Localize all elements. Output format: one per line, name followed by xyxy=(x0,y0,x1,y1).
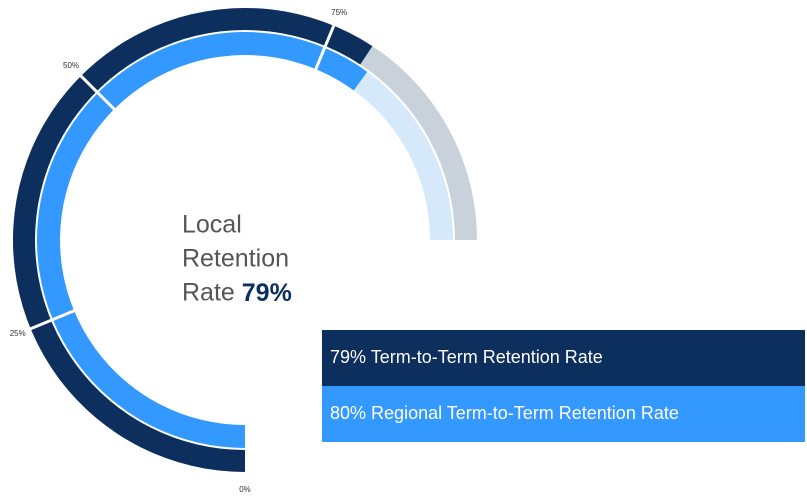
legend-name: Term-to-Term Retention Rate xyxy=(371,347,603,367)
legend-value: 79% xyxy=(330,347,366,367)
legend-value: 80% xyxy=(330,403,366,423)
legend-label: 79% Term-to-Term Retention Rate xyxy=(330,347,603,367)
legend-box xyxy=(322,330,805,386)
tick-separator xyxy=(78,73,117,112)
tick-label: 25% xyxy=(10,329,26,338)
center-value: 79% xyxy=(242,279,292,307)
legend-name: Regional Term-to-Term Retention Rate xyxy=(371,403,679,423)
radial-bar xyxy=(12,7,373,472)
tick-separator xyxy=(28,308,77,331)
tick-label: 50% xyxy=(63,61,79,70)
legend-box xyxy=(322,386,805,442)
tick-separator xyxy=(313,23,336,72)
tick-label: 75% xyxy=(331,8,347,17)
tick-label: 0% xyxy=(239,485,251,494)
center-label-1: Local xyxy=(182,211,242,239)
radial-bar xyxy=(37,32,368,449)
center-label-2: Retention xyxy=(182,245,289,273)
legend-label: 80% Regional Term-to-Term Retention Rate xyxy=(330,403,679,423)
center-label-3: Rate 79% xyxy=(182,279,292,307)
